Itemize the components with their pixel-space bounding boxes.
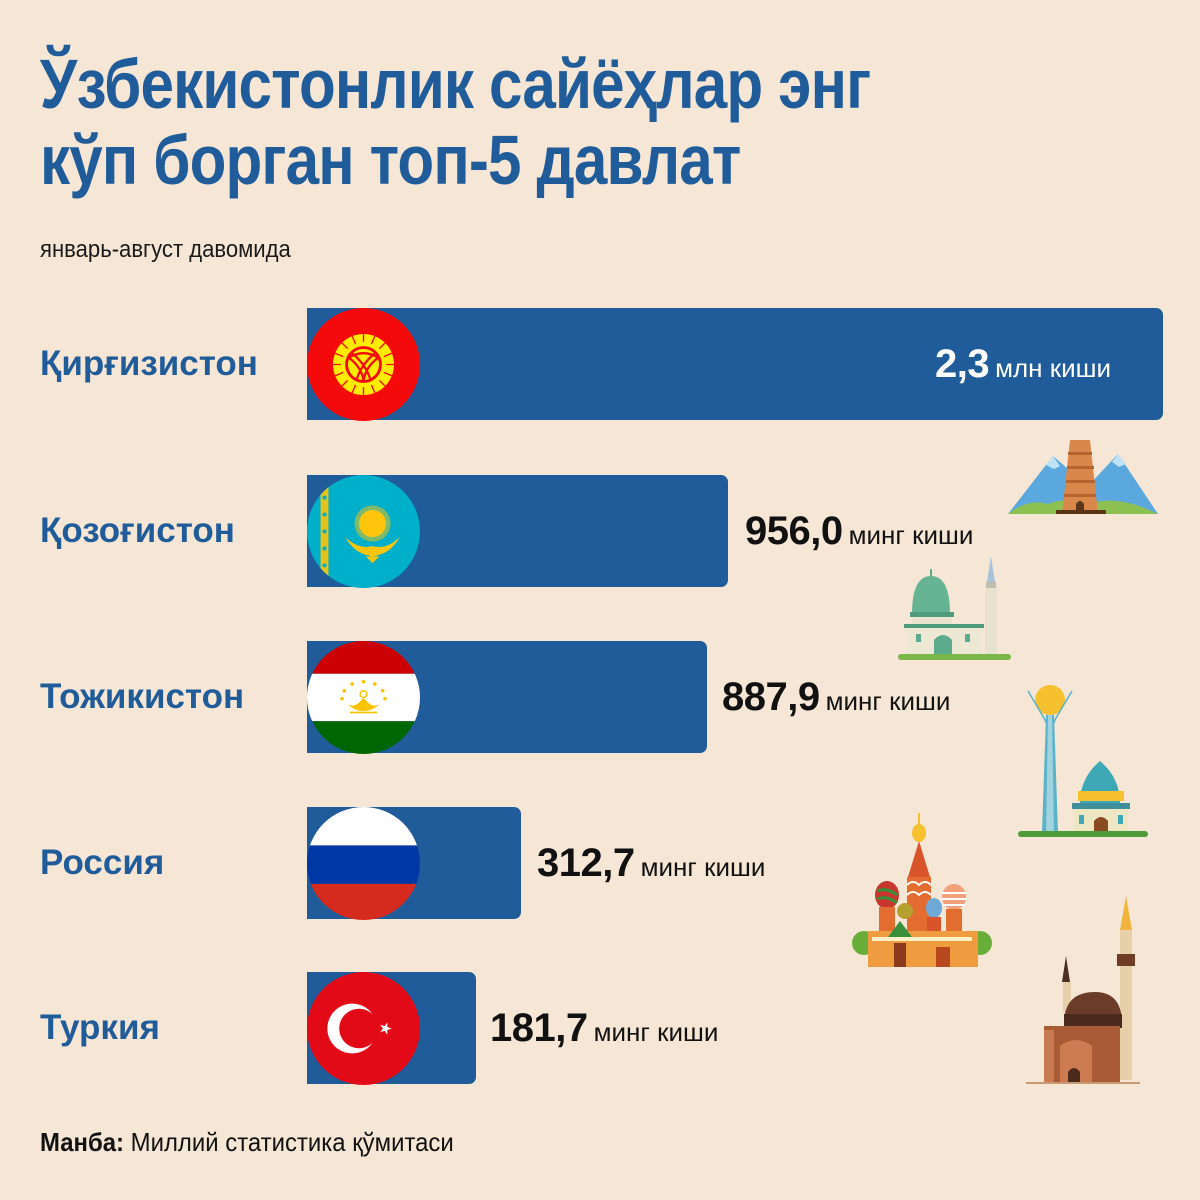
value-number: 2,3 (935, 342, 990, 386)
bar-row-russia: Россия 312,7 минг киши (0, 807, 1200, 920)
bar (307, 308, 1163, 420)
country-label: Қозоғистон (40, 511, 235, 550)
bar-row-tajikistan: Тожикистон 887,9 минг киши (0, 641, 1200, 754)
title-line-1: Ўзбекистонлик сайёҳлар энг (40, 45, 871, 123)
value-number: 956,0 (745, 509, 843, 553)
source-label: Манба: (40, 1127, 125, 1157)
hagia-sophia-illustration-icon (1026, 896, 1140, 1086)
country-label: Тожикистон (40, 677, 245, 716)
value-unit: минг киши (825, 686, 951, 716)
bar-row-kyrgyzstan: Қирғизистон (0, 308, 1200, 421)
source-text: Миллий статистика қўмитаси (130, 1127, 454, 1157)
kyrgyzstan-flag-icon (307, 308, 420, 421)
country-label: Туркия (40, 1008, 160, 1047)
value-number: 887,9 (722, 675, 820, 719)
value-number: 312,7 (537, 841, 635, 885)
value-unit: минг киши (640, 852, 766, 882)
value-label: 312,7 минг киши (537, 841, 765, 886)
turkey-flag-icon (307, 972, 420, 1085)
tajikistan-flag-icon (307, 641, 420, 754)
baiterek-tower-illustration-icon (1018, 683, 1150, 843)
bar-row-turkey: Туркия 181,7 минг киши (0, 972, 1200, 1085)
value-unit: минг киши (848, 520, 974, 550)
kazakhstan-flag-icon (307, 475, 420, 588)
value-unit: минг киши (593, 1017, 719, 1047)
subtitle: январь-август давомида (40, 236, 291, 263)
source-note: Манба: Миллий статистика қўмитаси (40, 1127, 454, 1158)
value-label: 956,0 минг киши (745, 509, 973, 554)
bar-row-kazakhstan: Қозоғистон 956,0 минг киши (0, 475, 1200, 588)
value-label: 181,7 минг киши (490, 1006, 718, 1051)
russia-flag-icon (307, 807, 420, 920)
value-number: 181,7 (490, 1006, 588, 1050)
title-line-2: кўп борган топ-5 давлат (40, 121, 741, 199)
mosque-illustration-icon (898, 556, 1013, 662)
st-basils-cathedral-illustration-icon (852, 813, 992, 969)
burana-tower-illustration-icon (1008, 436, 1158, 516)
country-label: Қирғизистон (40, 344, 258, 383)
country-label: Россия (40, 843, 165, 882)
value-label: 2,3 млн киши (935, 342, 1111, 387)
value-unit: млн киши (995, 353, 1112, 383)
page-title: Ўзбекистонлик сайёҳлар энг кўп борган то… (40, 45, 871, 199)
value-label: 887,9 минг киши (722, 675, 950, 720)
